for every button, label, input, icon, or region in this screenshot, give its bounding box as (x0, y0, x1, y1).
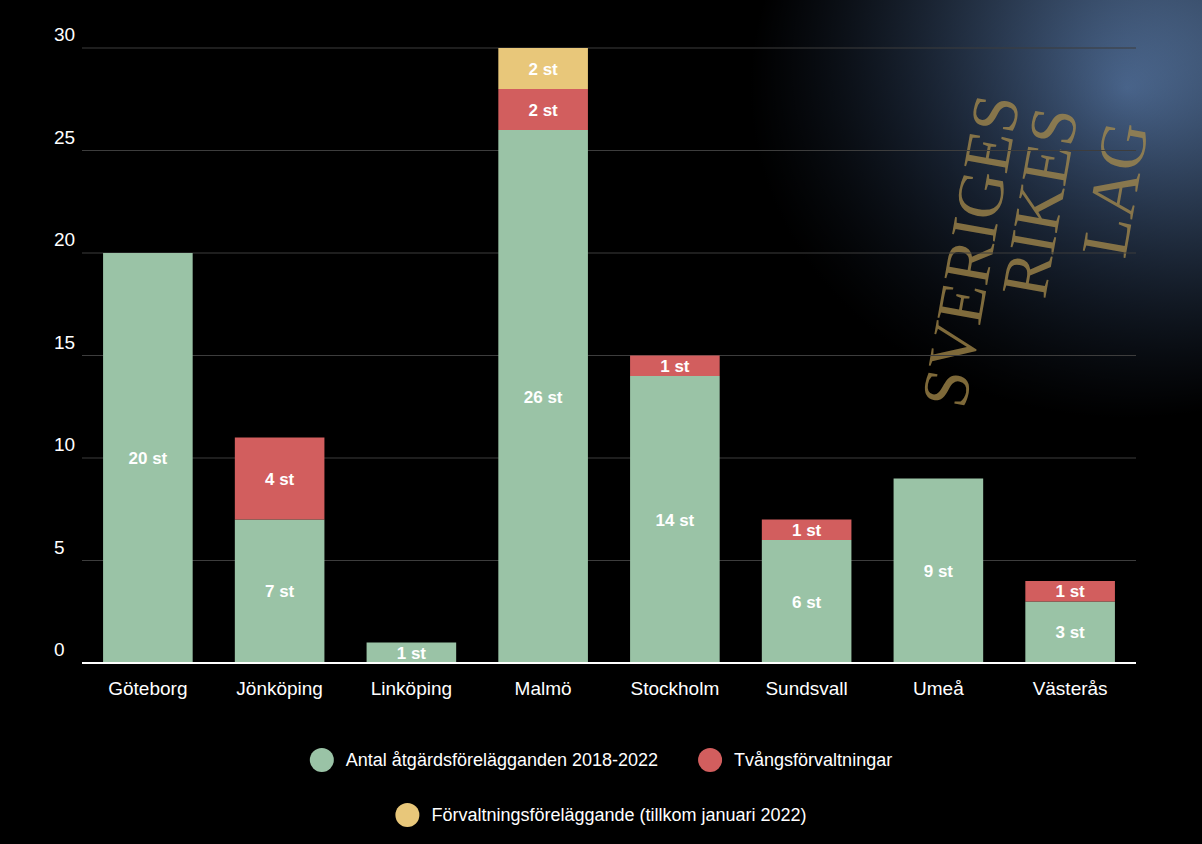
legend-swatch (698, 748, 722, 772)
data-label: 2 st (528, 60, 558, 79)
grid-line (82, 355, 1136, 356)
bar (762, 540, 852, 663)
data-label: 26 st (524, 388, 563, 407)
grid-line (82, 150, 1136, 151)
bar (235, 438, 325, 520)
x-tick-label: Umeå (913, 678, 964, 699)
bar (103, 253, 193, 663)
data-label: 20 st (129, 449, 168, 468)
x-tick-label: Stockholm (631, 678, 720, 699)
data-label: 1 st (792, 521, 822, 540)
bar (630, 376, 720, 663)
book-shade (700, 0, 1202, 440)
bar (1025, 602, 1115, 664)
bar (762, 520, 852, 541)
data-label: 9 st (924, 562, 954, 581)
bars (103, 48, 1115, 663)
legend-label: Antal åtgärdsförelägganden 2018-2022 (346, 750, 658, 770)
bar (894, 479, 984, 664)
bar (1025, 581, 1115, 602)
bar (630, 356, 720, 377)
x-tick-label: Malmö (515, 678, 572, 699)
annotation: LAG (1067, 116, 1162, 262)
data-label: 14 st (656, 511, 695, 530)
bar (235, 520, 325, 664)
bar (367, 643, 457, 664)
legend-label: Förvaltningsföreläggande (tillkom januar… (431, 805, 806, 825)
data-label: 6 st (792, 593, 822, 612)
x-tick-label: Jönköping (236, 678, 323, 699)
legend-label: Tvångsförvaltningar (734, 750, 892, 770)
data-label: 2 st (528, 101, 558, 120)
data-label: 1 st (1055, 582, 1085, 601)
grid-line (82, 663, 1136, 664)
data-label: 3 st (1055, 623, 1085, 642)
y-tick-label: 20 (54, 229, 75, 250)
x-tick-label: Linköping (371, 678, 452, 699)
bar (498, 130, 588, 663)
book-cover (700, 0, 1202, 440)
x-tick-label: Göteborg (108, 678, 187, 699)
data-label: 4 st (265, 470, 295, 489)
y-tick-label: 10 (54, 434, 75, 455)
data-label: 1 st (660, 357, 690, 376)
legend-item: Antal åtgärdsförelägganden 2018-2022 (310, 748, 658, 772)
legend-item: Förvaltningsföreläggande (tillkom januar… (395, 803, 806, 827)
legend-swatch (395, 803, 419, 827)
data-label: 7 st (265, 582, 295, 601)
y-tick-label: 0 (54, 639, 65, 660)
data-labels: 20 st 7 st 1 st 26 st 14 st 6 st 9 st 3 st 4 st 2… (129, 60, 1086, 663)
x-axis-line (82, 662, 1136, 664)
data-label: 1 st (397, 644, 427, 663)
bar (498, 48, 588, 89)
legend-item: Tvångsförvaltningar (698, 748, 892, 772)
grid-line (82, 253, 1136, 254)
y-tick-label: 5 (54, 537, 65, 558)
y-tick-label: 25 (54, 127, 75, 148)
x-tick-label: Sundsvall (765, 678, 847, 699)
legend-swatch (310, 748, 334, 772)
x-tick-label: Västerås (1033, 678, 1108, 699)
bar (498, 89, 588, 130)
legend: Antal åtgärdsförelägganden 2018-2022 Tvån… (310, 748, 892, 827)
background-book: SVERIGESRIKESLAG (700, 0, 1202, 440)
y-tick-label: 30 (54, 24, 75, 45)
grid-line (82, 48, 1136, 49)
y-tick-label: 15 (54, 332, 75, 353)
grid (82, 48, 1136, 663)
chart: SVERIGESRIKESLAG 0 5 10 15 20 25 30 20 st 7 st 1 s… (0, 0, 1202, 844)
